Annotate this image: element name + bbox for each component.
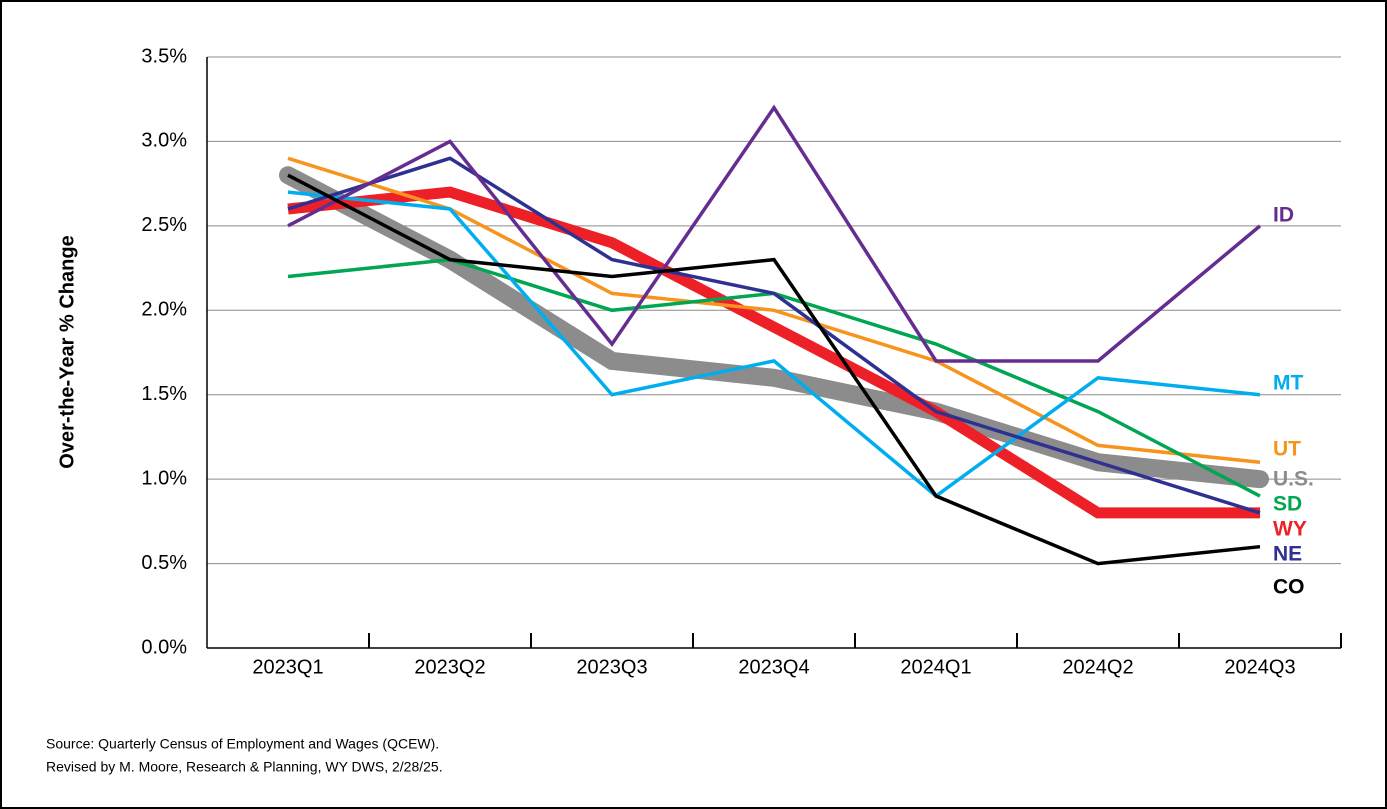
note: Revised by M. Moore, Research & Planning… (46, 759, 443, 775)
x-tick-label: 2024Q2 (1062, 656, 1133, 678)
x-tick-label: 2024Q1 (900, 656, 971, 678)
series-line (287, 104, 1262, 363)
y-tick-label: 0.0% (141, 636, 187, 658)
y-tick-label: 1.0% (141, 467, 187, 489)
series-label: ID (1273, 204, 1294, 227)
series-line (287, 156, 1261, 515)
y-tick-label: 0.5% (141, 552, 187, 574)
note: Source: Quarterly Census of Employment a… (46, 736, 439, 752)
y-tick-label: 2.0% (141, 299, 187, 321)
series-line (287, 190, 1261, 499)
series-label: UT (1273, 438, 1301, 461)
x-tick-label: 2023Q3 (576, 656, 647, 678)
x-tick-label: 2023Q2 (414, 656, 485, 678)
series-label: NE (1273, 543, 1302, 566)
x-tick-label: 2024Q3 (1224, 656, 1295, 678)
y-tick-label: 1.5% (141, 383, 187, 405)
series-label: U.S. (1273, 468, 1314, 491)
series-line (287, 173, 1261, 566)
y-tick-label: 2.5% (141, 214, 187, 236)
series-label: WY (1273, 518, 1307, 541)
series-label: SD (1273, 493, 1302, 516)
x-tick-label: 2023Q4 (738, 656, 809, 678)
series-line (287, 186, 1260, 519)
y-tick-label: 3.0% (141, 130, 187, 152)
series-label: MT (1273, 372, 1303, 395)
x-tick-label: 2023Q1 (252, 656, 323, 678)
series-label: CO (1273, 576, 1305, 599)
y-tick-label: 3.5% (141, 45, 187, 67)
y-axis-label: Over-the-Year % Change (56, 235, 78, 468)
